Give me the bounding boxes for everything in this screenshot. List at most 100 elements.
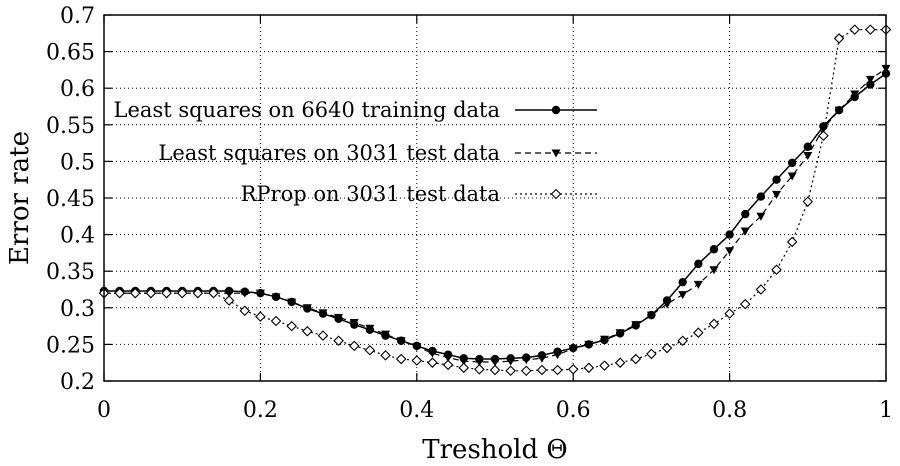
data-point [365,324,375,333]
data-point [771,264,782,276]
data-point [694,259,703,269]
data-point [583,362,595,374]
y-tick-label: 0.2 [60,370,95,395]
data-point [506,357,516,366]
data-point [709,266,719,275]
data-point [334,313,344,322]
data-point [584,340,594,349]
data-point [786,236,798,248]
data-point [741,209,750,219]
data-point [348,340,360,352]
data-point [615,329,625,338]
legend-marker [550,188,562,200]
data-point [552,364,563,376]
data-point [317,330,329,341]
data-point [661,342,673,354]
legend-marker [551,105,561,115]
data-point [474,358,484,367]
data-point [224,289,234,298]
data-point [568,345,578,354]
data-point [176,287,188,299]
series-3 [98,24,892,377]
data-point [490,358,500,367]
data-point [833,33,845,44]
data-point [803,152,813,161]
data-point [850,90,860,99]
plot-frame [103,14,887,382]
data-point [318,309,328,318]
data-point [270,315,282,327]
data-point [834,106,844,115]
data-point [725,247,735,256]
data-point [631,321,641,330]
x-tick-label: 0 [97,398,111,423]
data-point [537,354,547,363]
data-point [818,130,829,142]
data-point [709,245,719,254]
data-point [693,280,703,289]
data-point [646,348,657,360]
data-point [739,298,751,310]
y-tick-label: 0.6 [60,77,95,102]
data-point [489,364,501,376]
data-point [161,287,172,299]
data-point [521,356,531,365]
data-point [443,354,453,363]
y-axis-title: Error rate [5,131,35,265]
data-point [599,335,609,344]
data-point [849,24,860,35]
data-point [536,364,548,376]
data-point [708,318,720,330]
data-point [693,327,704,338]
data-point [818,124,828,133]
data-point [208,287,219,299]
data-point [553,351,563,360]
data-point [678,291,688,300]
data-point [630,353,642,365]
data-point [302,304,312,313]
data-point [145,287,157,299]
data-point [459,357,469,366]
data-point [255,289,265,298]
y-tick-label: 0.25 [46,333,95,358]
data-point [756,192,766,201]
data-point [380,350,391,361]
data-point [411,355,423,366]
legend-marker [551,149,561,158]
data-point [662,300,672,309]
y-tick-label: 0.5 [60,150,95,175]
data-point [412,343,422,352]
data-point [678,277,687,287]
data-point [724,308,735,319]
data-point [756,212,766,221]
data-point [803,142,812,151]
data-point [772,175,781,184]
legend-label: Least squares on 3031 test data [158,141,500,165]
data-point [302,325,313,337]
data-point [865,75,875,84]
x-tick-label: 0.2 [243,398,278,423]
data-point [114,287,125,299]
y-tick-label: 0.45 [46,187,95,212]
data-point [287,298,297,307]
data-point [599,360,610,371]
x-tick-label: 0.6 [556,398,591,423]
data-point [505,365,516,377]
x-axis-ticks: 0 0.2 0.4 0.6 0.8 1 [97,15,893,423]
data-point [349,318,359,327]
data-point [239,305,251,317]
data-point [286,320,297,332]
legend-label: Least squares on 6640 training data [114,98,500,122]
y-tick-label: 0.3 [60,297,95,322]
legend: Least squares on 6640 training data Least… [114,98,597,206]
y-tick-label: 0.35 [46,260,95,285]
data-point [427,357,438,368]
y-tick-label: 0.55 [46,114,95,139]
data-point [240,289,250,298]
data-point [474,364,485,375]
data-point [755,284,767,295]
x-tick-label: 1 [879,398,893,423]
data-point [381,330,391,339]
data-point [866,80,875,89]
